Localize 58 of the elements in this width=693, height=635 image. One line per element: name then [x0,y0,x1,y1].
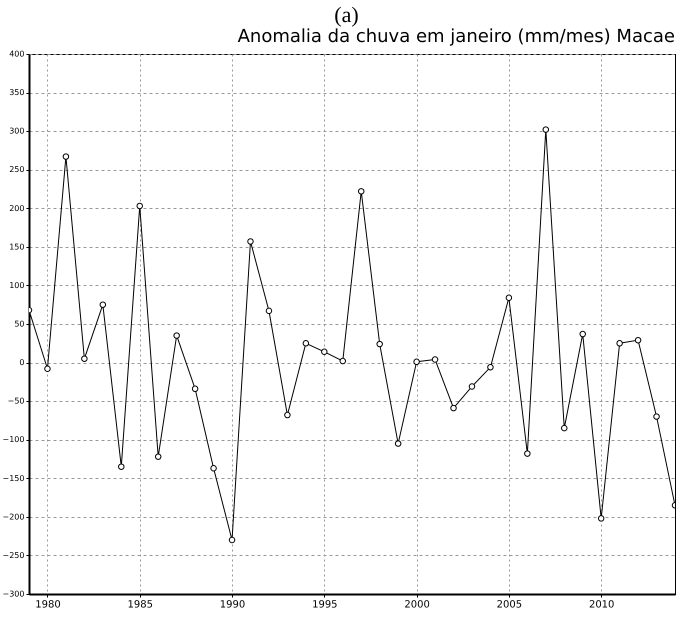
point [192,386,198,392]
y-tick-label: 150 [9,242,24,252]
y-tick-label: −50 [8,396,24,406]
point [118,463,125,470]
point [432,356,438,363]
point [284,412,291,418]
point [100,301,106,308]
point [376,340,383,348]
y-tick-label: −100 [2,435,24,444]
point [598,515,604,522]
point [228,536,236,544]
y-tick-label: 300 [9,126,24,136]
point [81,355,88,362]
y-tick-label: 400 [9,50,24,58]
y-tick-label: −300 [2,590,24,598]
point [468,383,476,390]
point [136,202,143,210]
y-tick-label: −150 [2,474,24,483]
point [340,358,346,364]
y-tick-label: 350 [9,88,24,98]
point [173,332,180,339]
x-tick-label: 1990 [220,600,246,610]
x-tick-label: 2000 [404,600,430,610]
point [524,450,531,457]
x-tick-label: 1985 [128,600,153,610]
y-tick-label: 0 [19,358,24,368]
point [302,340,310,347]
point [487,364,494,370]
y-tick-label: 200 [9,204,24,213]
y-tick-label: −200 [2,512,24,522]
chart-title: Anomalia da chuva em janeiro (mm/mes) Macae [238,26,675,47]
y-tick-label: 100 [9,280,24,290]
point [579,330,586,338]
x-tick-label: 2010 [588,600,614,610]
point [266,308,272,314]
point [634,336,642,344]
point [321,348,328,356]
point [247,238,254,245]
y-tick-label: 250 [9,165,24,174]
point [616,340,623,347]
point [154,453,162,460]
point [62,153,70,160]
point [561,424,568,432]
y-tick-label: −250 [2,550,24,560]
point [450,404,457,412]
x-tick-label: 1980 [35,600,61,610]
point [506,294,512,302]
point [44,366,51,372]
point [358,188,364,195]
point [653,413,660,420]
text: (a) [333,1,360,28]
point [394,440,402,447]
y-tick-label: 50 [14,320,24,328]
point [210,465,217,472]
x-tick-label: 1995 [312,600,338,610]
point [413,358,420,366]
point [542,126,550,133]
x-tick-label: 2005 [496,600,522,610]
